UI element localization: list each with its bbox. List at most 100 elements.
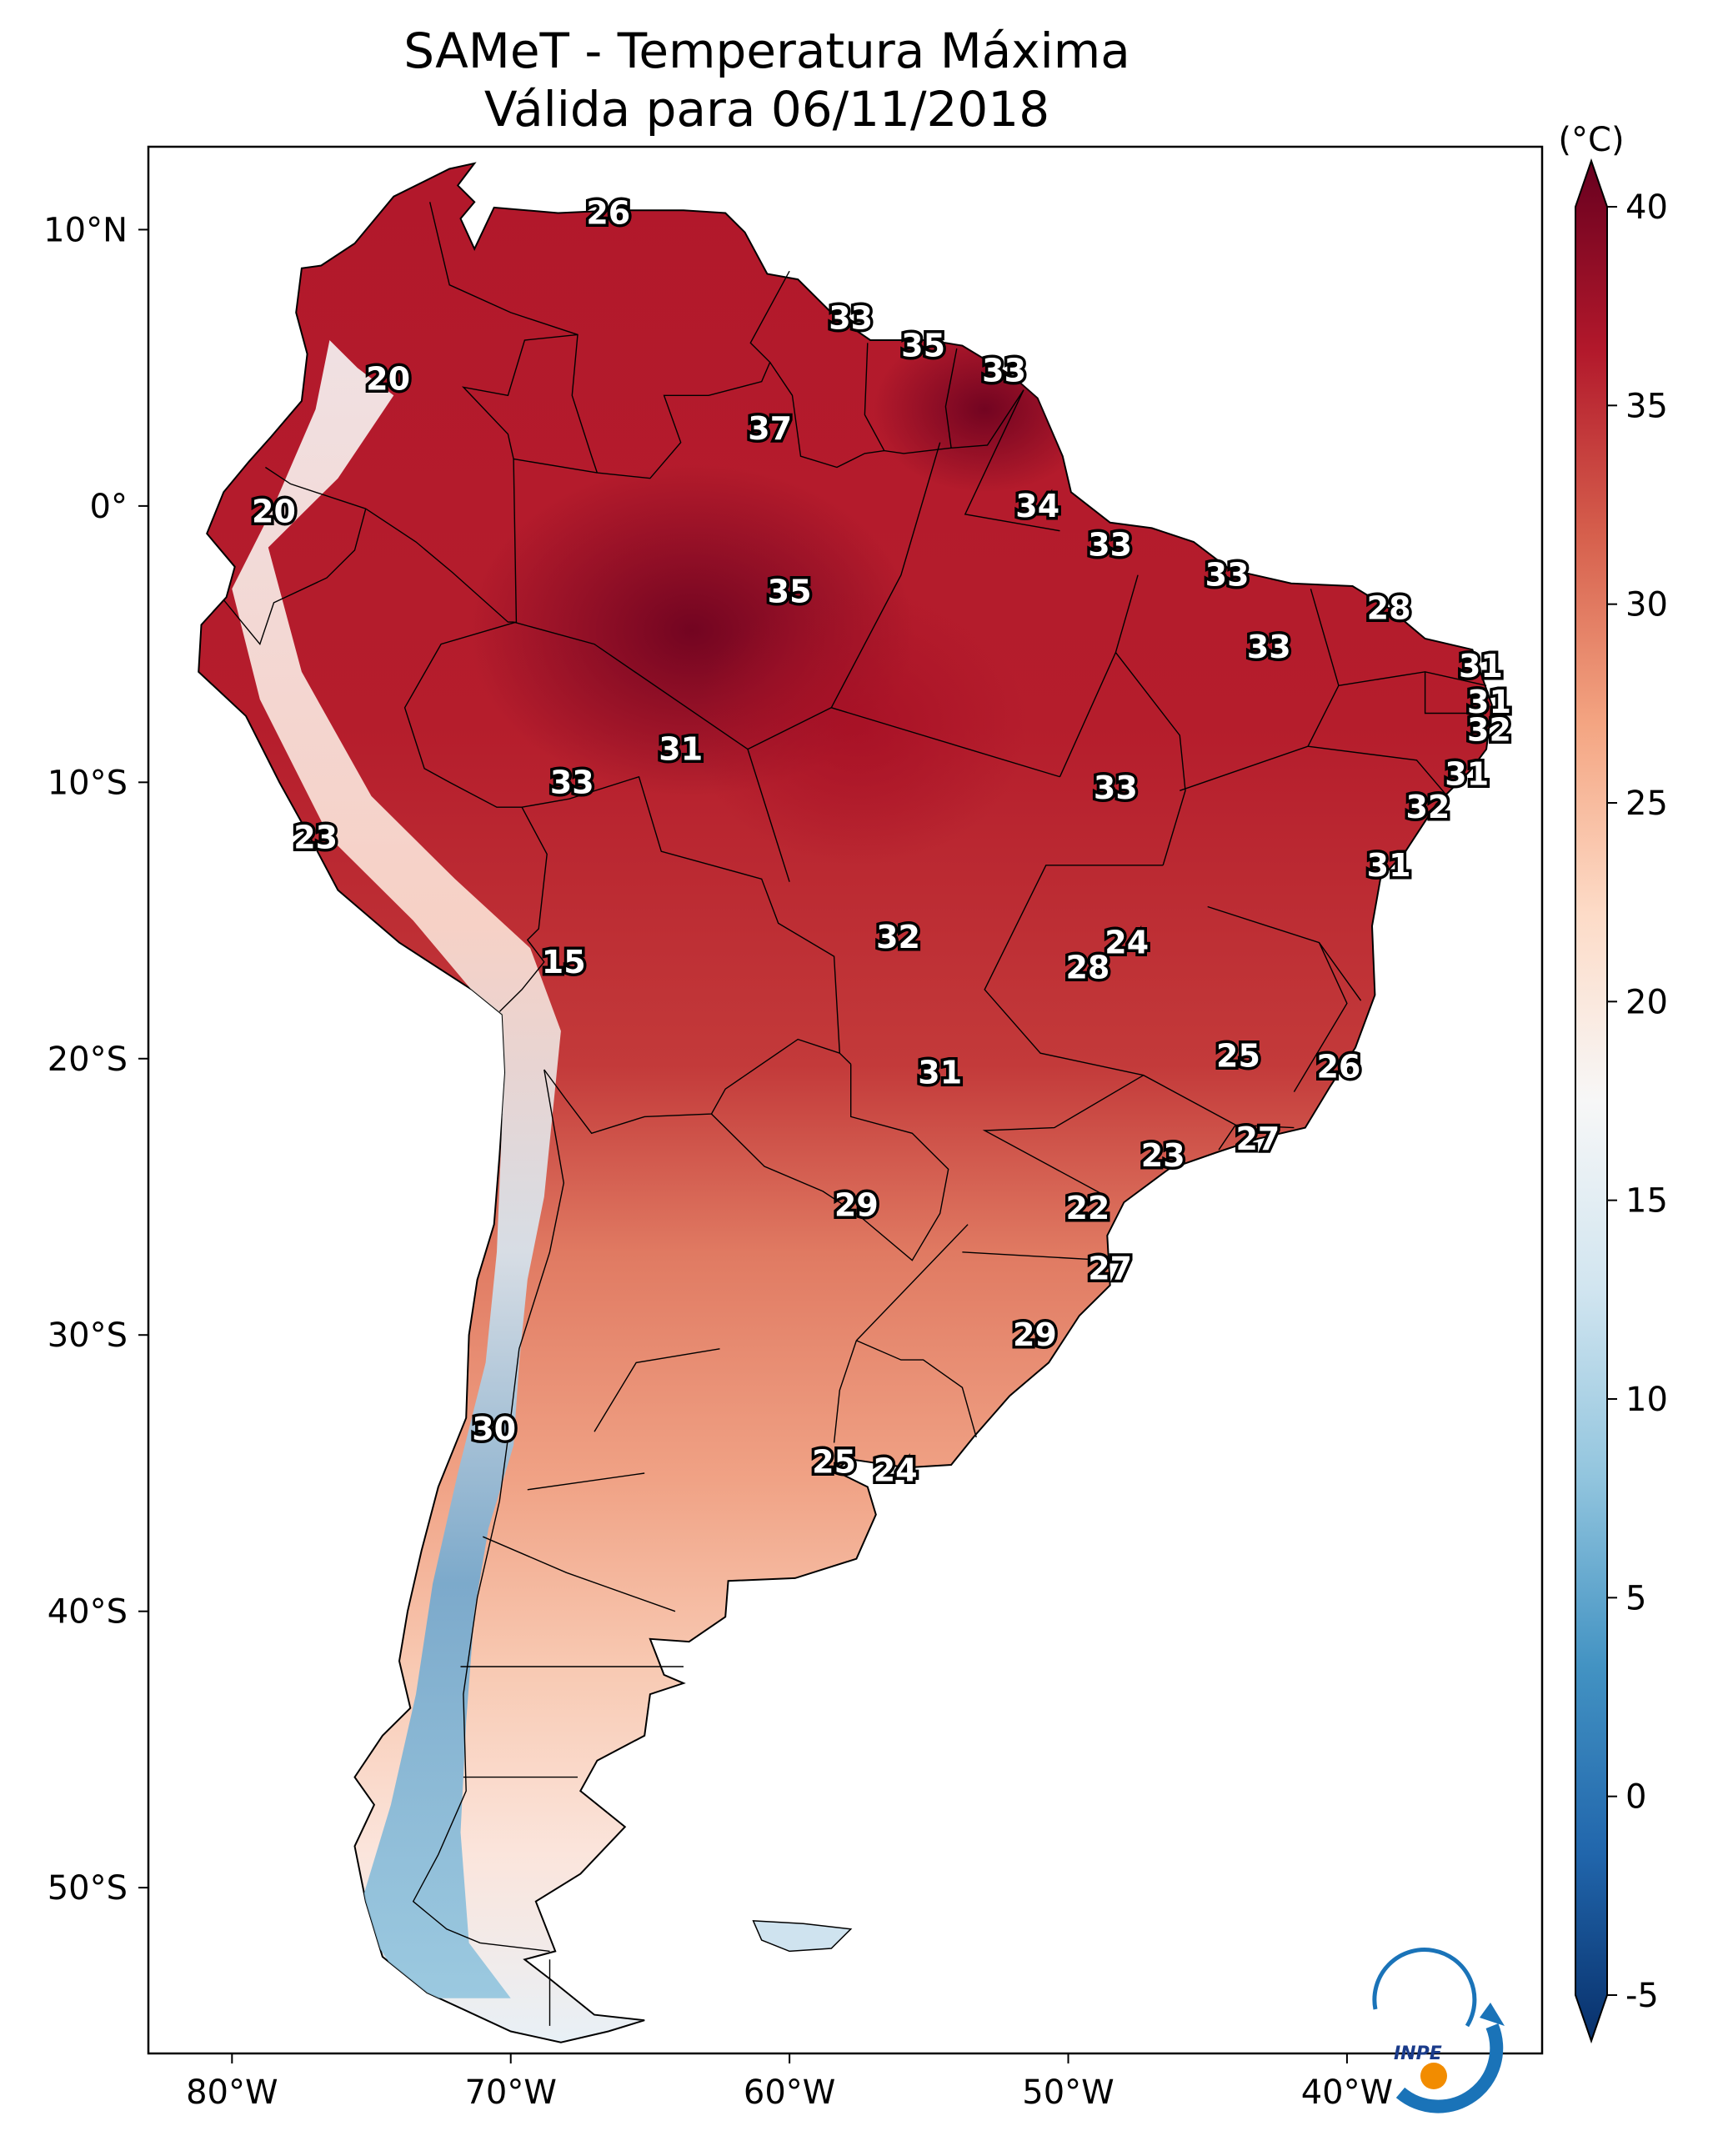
country-borders [223, 202, 1487, 2026]
border-line [1114, 652, 1186, 866]
border-line [403, 459, 523, 808]
border-line [597, 270, 790, 479]
station-temperature-label: 23 [293, 820, 338, 856]
border-line [543, 1038, 840, 1135]
border-line [498, 806, 548, 1012]
border-line [856, 1340, 977, 1438]
colorbar-tick-label: 40 [1625, 188, 1668, 227]
station-temperature-label: 25 [1216, 1037, 1260, 1074]
south-america-landmass [198, 162, 1493, 2043]
station-temperature-label: 33 [1094, 770, 1138, 806]
lat-tick-label: 20°S [48, 1040, 128, 1079]
station-temperature-label: 27 [1235, 1121, 1280, 1157]
lat-tick-label: 40°S [48, 1593, 128, 1632]
lon-tick-label: 40°W [1301, 2073, 1393, 2112]
station-temperature-label: 33 [550, 764, 594, 800]
border-line [223, 509, 367, 646]
border-line [513, 621, 749, 750]
station-temperature-label: 31 [918, 1054, 962, 1091]
andes-cool-band [232, 340, 561, 1998]
colorbar-tick-label: 5 [1625, 1579, 1646, 1617]
station-temperature-label: 31 [1459, 648, 1503, 684]
colorbar-tick-label: 35 [1625, 387, 1668, 425]
border-line [1218, 1124, 1236, 1151]
station-temperature-label: 33 [1088, 526, 1132, 563]
colorbar-tick-label: -5 [1625, 1977, 1659, 2015]
lon-tick-label: 60°W [744, 2073, 835, 2112]
border-line [483, 1536, 676, 1612]
longitude-axis: 80°W 70°W 60°W 50°W 40°W [186, 2053, 1393, 2112]
station-temperature-label: 33 [1247, 629, 1291, 665]
station-temperature-label: 31 [1445, 755, 1489, 792]
station-temperature-label: 32 [1405, 789, 1450, 825]
border-line [711, 1064, 949, 1261]
station-temperature-label: 33 [1205, 557, 1250, 594]
station-temperature-label: 20 [252, 494, 296, 530]
station-temperature-label: 37 [748, 410, 792, 447]
border-line [365, 508, 514, 623]
map-subtitle: Válida para 06/11/2018 [483, 81, 1050, 138]
station-temperature-label: 26 [1316, 1049, 1360, 1086]
lon-tick-label: 80°W [186, 2073, 278, 2112]
border-line [265, 466, 367, 509]
station-temperature-label: 26 [586, 195, 630, 232]
logo-sun-icon [1420, 2063, 1447, 2089]
lon-tick-label: 70°W [464, 2073, 556, 2112]
station-temperature-label: 33 [982, 352, 1026, 389]
lat-tick-label: 30°S [48, 1316, 128, 1355]
border-line [962, 1251, 1108, 1261]
colorbar-tick-label: 20 [1625, 983, 1668, 1021]
falkland-islands [752, 1920, 853, 1953]
border-line [864, 343, 885, 451]
station-temperature-label: 20 [366, 360, 410, 397]
colorbar-body [1575, 158, 1608, 2044]
inpe-logo: INPE [1372, 1948, 1505, 2113]
logo-text: INPE [1394, 2043, 1442, 2064]
colorbar-tick-label: 30 [1625, 586, 1668, 624]
latitude-axis: 10°N 0° 10°S 20°S 30°S 40°S 50°S [43, 211, 148, 1908]
border-line [769, 362, 1024, 469]
lat-tick-label: 10°S [48, 764, 128, 802]
station-temperature-label: 29 [1013, 1316, 1057, 1353]
station-temperature-label: 24 [874, 1452, 918, 1489]
border-line [982, 1075, 1144, 1198]
station-temperature-label: 32 [876, 919, 920, 955]
border-line [1424, 671, 1487, 714]
logo-swoosh-icon [1395, 2023, 1504, 2113]
station-temperature-label: 31 [1367, 847, 1411, 884]
colorbar-tick-label: 15 [1625, 1182, 1668, 1221]
station-temperature-label: 22 [1065, 1190, 1109, 1226]
border-line [747, 707, 1060, 882]
border-line [833, 1340, 858, 1443]
colorbar-unit: (°C) [1558, 121, 1624, 159]
station-temperature-label: 31 [659, 731, 703, 768]
station-temperature-label: 24 [1104, 925, 1149, 961]
border-line [1308, 745, 1448, 797]
logo-arrow-icon [1480, 2003, 1505, 2026]
lat-tick-label: 10°N [43, 211, 128, 249]
colorbar-tick-label: 0 [1625, 1778, 1646, 1817]
lon-tick-label: 50°W [1022, 2073, 1114, 2112]
lat-tick-label: 50°S [48, 1869, 128, 1908]
colorbar: (°C) 40 35 30 25 20 15 10 5 0 -5 [1558, 121, 1668, 2044]
station-temperature-label: 15 [542, 944, 586, 980]
lat-tick-label: 0° [90, 488, 128, 526]
border-line [461, 333, 598, 474]
border-line [1180, 589, 1340, 791]
border-line [1293, 942, 1348, 1092]
station-temperature-label: 23 [1141, 1137, 1185, 1174]
station-temperature-label: 33 [829, 299, 873, 336]
border-line [964, 389, 1060, 532]
border-line [944, 348, 958, 449]
border-line [521, 775, 852, 1065]
colorbar-tick-label: 25 [1625, 785, 1668, 823]
station-temperature-label: 34 [1015, 488, 1059, 524]
station-temperature-label: 35 [901, 328, 945, 364]
border-line [830, 442, 941, 709]
border-line [412, 1069, 565, 1953]
border-line [855, 1224, 969, 1341]
station-temperature-label: 28 [1065, 949, 1109, 985]
station-temperature-label: 28 [1367, 590, 1411, 627]
